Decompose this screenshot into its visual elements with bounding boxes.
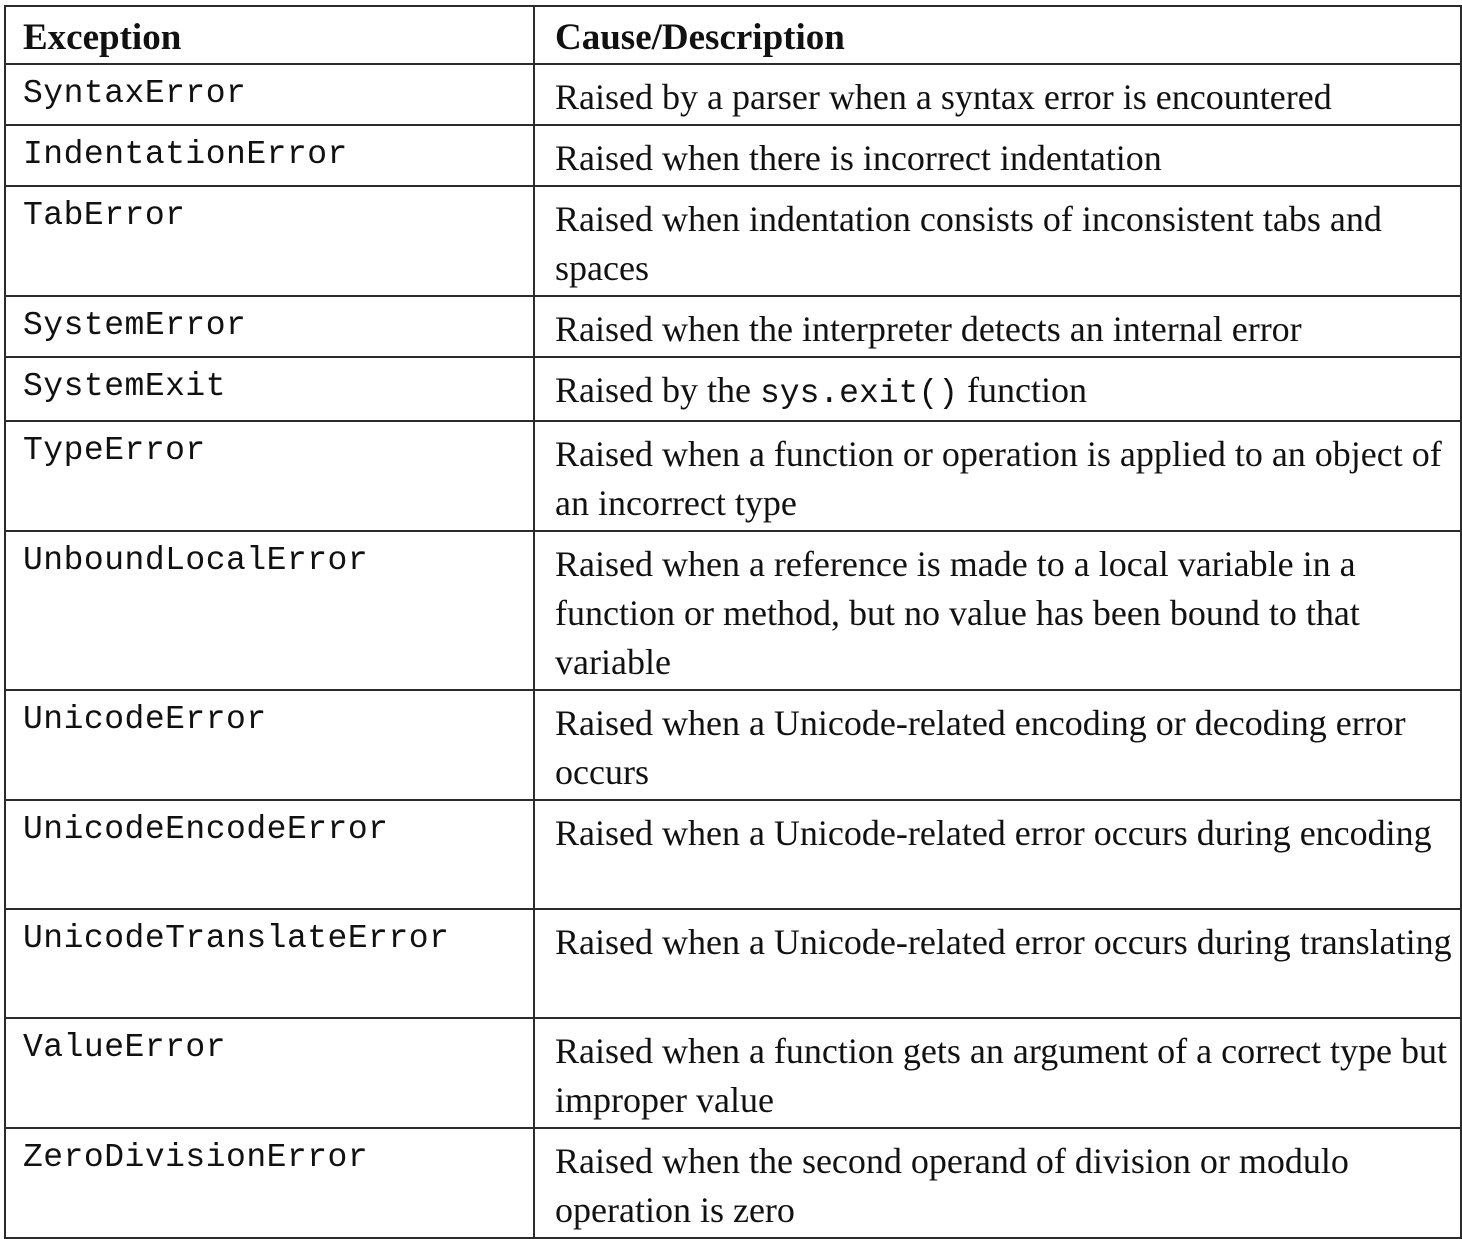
exception-name: SystemError (4, 295, 535, 358)
table-row: UnboundLocalError Raised when a referenc… (4, 530, 1462, 691)
exception-description: Raised by a parser when a syntax error i… (533, 63, 1462, 126)
header-exception: Exception (4, 5, 535, 65)
inline-code: sys.exit() (759, 375, 959, 412)
exception-name: IndentationError (4, 124, 535, 187)
table-row: ZeroDivisionError Raised when the second… (4, 1127, 1462, 1239)
header-row: Exception Cause/Description (4, 5, 1462, 65)
table-row: TypeError Raised when a function or oper… (4, 420, 1462, 532)
exception-name: TabError (4, 185, 535, 297)
exception-description: Raised by the sys.exit() function (533, 356, 1462, 422)
table-row: TabError Raised when indentation consist… (4, 185, 1462, 297)
table-row: SystemExit Raised by the sys.exit() func… (4, 356, 1462, 422)
exception-name: UnboundLocalError (4, 530, 535, 691)
exception-name: UnicodeError (4, 689, 535, 801)
header-cause-description: Cause/Description (533, 5, 1462, 65)
exception-name: ValueError (4, 1017, 535, 1129)
exception-description: Raised when a function gets an argument … (533, 1017, 1462, 1129)
exception-description: Raised when a reference is made to a loc… (533, 530, 1462, 691)
exception-description: Raised when a function or operation is a… (533, 420, 1462, 532)
table-row: UnicodeError Raised when a Unicode-relat… (4, 689, 1462, 801)
exception-description: Raised when there is incorrect indentati… (533, 124, 1462, 187)
exception-name: UnicodeTranslateError (4, 908, 535, 1019)
desc-text-after: function (958, 370, 1087, 410)
exception-description: Raised when the interpreter detects an i… (533, 295, 1462, 358)
table-row: UnicodeEncodeError Raised when a Unicode… (4, 799, 1462, 910)
desc-text-before: Raised by the (555, 370, 760, 410)
exception-name: SyntaxError (4, 63, 535, 126)
table-row: SyntaxError Raised by a parser when a sy… (4, 63, 1462, 126)
exception-description: Raised when a Unicode-related error occu… (533, 799, 1462, 910)
exception-description: Raised when the second operand of divisi… (533, 1127, 1462, 1239)
table-row: SystemError Raised when the interpreter … (4, 295, 1462, 358)
exception-name: ZeroDivisionError (4, 1127, 535, 1239)
exception-name: TypeError (4, 420, 535, 532)
exception-description: Raised when indentation consists of inco… (533, 185, 1462, 297)
table-row: ValueError Raised when a function gets a… (4, 1017, 1462, 1129)
exception-description: Raised when a Unicode-related encoding o… (533, 689, 1462, 801)
exception-name: SystemExit (4, 356, 535, 422)
exception-name: UnicodeEncodeError (4, 799, 535, 910)
table-row: UnicodeTranslateError Raised when a Unic… (4, 908, 1462, 1019)
exception-description: Raised when a Unicode-related error occu… (533, 908, 1462, 1019)
table-row: IndentationError Raised when there is in… (4, 124, 1462, 187)
exceptions-table: Exception Cause/Description SyntaxError … (4, 5, 1462, 1239)
